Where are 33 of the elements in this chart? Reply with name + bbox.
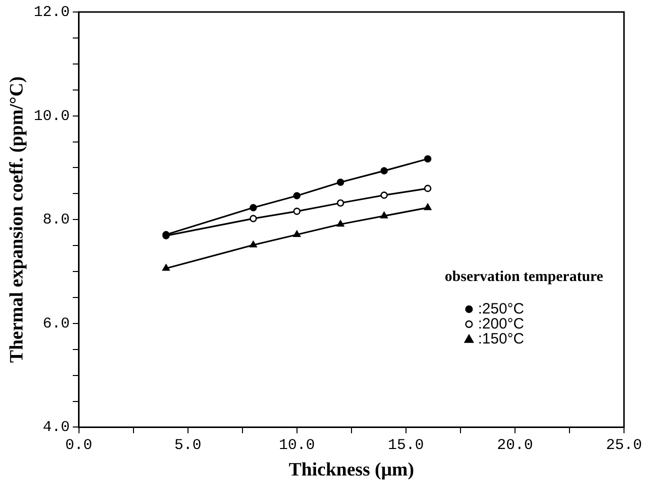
legend-title: observation temperature — [444, 269, 604, 286]
x-axis-title: Thickness (μm) — [288, 460, 414, 481]
point — [424, 155, 432, 163]
y-tick-label: 12.0 — [34, 4, 70, 21]
point — [293, 230, 301, 238]
point — [424, 204, 432, 210]
x-tick-label: 10.0 — [278, 437, 315, 454]
legend-label: :200°C — [478, 315, 524, 332]
x-tick-label: 0.0 — [65, 437, 92, 454]
point — [336, 220, 344, 227]
point — [162, 264, 170, 271]
point — [424, 184, 432, 192]
legend-label: :150°C — [478, 330, 524, 348]
legend-label: :250°C — [478, 300, 524, 318]
y-tick-label: 8.0 — [42, 212, 70, 229]
point — [293, 208, 301, 215]
x-tick-label: 15.0 — [388, 437, 424, 454]
y-tick-label: 4.0 — [42, 419, 70, 436]
point — [250, 214, 257, 222]
point — [293, 192, 301, 200]
x-tick-label: 20.0 — [496, 437, 533, 454]
x-tick-label: 25.0 — [606, 437, 642, 454]
point — [250, 204, 257, 212]
point — [380, 167, 388, 174]
y-tick-label: 6.0 — [42, 315, 70, 332]
x-tick-label: 5.0 — [174, 437, 202, 454]
point — [380, 192, 388, 199]
point — [250, 240, 257, 248]
point — [336, 178, 344, 186]
point — [336, 199, 344, 207]
point — [380, 212, 388, 218]
y-tick-label: 10.0 — [34, 108, 70, 125]
y-axis-title: Thermal expansion coeff. (ppm/°C) — [6, 76, 28, 363]
